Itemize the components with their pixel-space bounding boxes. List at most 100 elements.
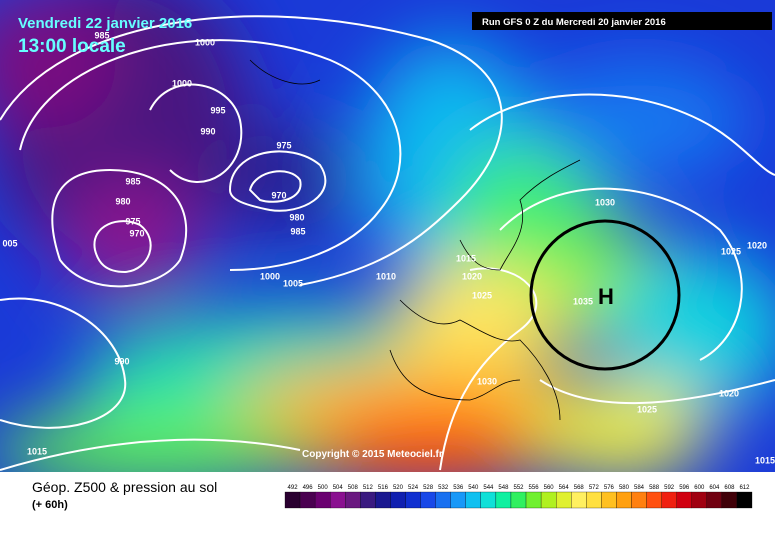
- colorbar-label: 600: [694, 485, 705, 491]
- colorbar-swatch: [420, 491, 436, 509]
- colorbar-swatch: [435, 491, 451, 509]
- colorbar-swatch: [495, 491, 512, 509]
- colorbar-label: 556: [529, 485, 540, 491]
- colorbar-label: 544: [483, 485, 494, 491]
- colorbar-label: 496: [303, 485, 314, 491]
- isobar-label: 005: [2, 238, 17, 248]
- colorbar-label: 540: [468, 485, 479, 491]
- isobar-label: 970: [271, 190, 286, 200]
- footer-title: Géop. Z500 & pression au sol: [32, 479, 217, 495]
- isobar-label: 1030: [595, 197, 615, 207]
- colorbar-swatch: [631, 491, 647, 509]
- isobar-label: 1015: [27, 446, 47, 456]
- colorbar-swatch: [375, 491, 391, 509]
- colorbar-swatch: [736, 491, 753, 509]
- isobar-label: 1020: [747, 240, 767, 250]
- colorbar-label: 592: [664, 485, 675, 491]
- colorbar-swatch: [330, 491, 346, 509]
- colorbar-label: 532: [438, 485, 449, 491]
- isobar-label: 970: [129, 228, 144, 238]
- colorbar-label: 528: [423, 485, 434, 491]
- coastlines: [249, 59, 581, 421]
- isobar-label: 1000: [260, 271, 280, 281]
- colorbar-swatch: [299, 491, 316, 509]
- isobar-label: 975: [125, 216, 140, 226]
- isobar-label: 1015: [456, 253, 476, 263]
- colorbar-swatch: [706, 491, 723, 509]
- colorbar-label: 492: [288, 485, 299, 491]
- colorbar-swatch: [510, 491, 527, 509]
- date-label: Vendredi 22 janvier 2016: [18, 15, 192, 32]
- colorbar-label: 536: [453, 485, 464, 491]
- isobar-label: 985: [94, 30, 109, 40]
- colorbar-swatch: [405, 491, 421, 509]
- colorbar-label: 512: [363, 485, 374, 491]
- isobar-label: 1030: [477, 376, 497, 386]
- isobar-label: 1035: [573, 296, 593, 306]
- colorbar-swatch: [646, 491, 662, 509]
- time-label: 13:00 locale: [18, 36, 126, 57]
- colorbar-swatch: [676, 491, 692, 509]
- colorbar-swatch: [571, 491, 587, 509]
- colorbar-label: 612: [739, 485, 750, 491]
- colorbar-swatch: [314, 491, 331, 509]
- colorbar-swatch: [601, 491, 617, 509]
- colorbar-label: 608: [724, 485, 735, 491]
- isobar-label: 980: [115, 196, 130, 206]
- isobar-label: 1020: [719, 388, 739, 398]
- isobar-label: 1025: [472, 290, 492, 300]
- colorbar-swatch: [616, 491, 632, 509]
- colorbar-label: 576: [604, 485, 615, 491]
- colorbar-label: 500: [318, 485, 329, 491]
- colorbar-label: 580: [619, 485, 630, 491]
- colorbar-swatch: [691, 491, 707, 509]
- run-box: [472, 12, 772, 30]
- map-background: H 985 1000 1000 995 990 975 985 970 980 975 980 970…: [0, 0, 775, 472]
- high-marker: H: [598, 284, 614, 309]
- isobar-label: 990: [200, 126, 215, 136]
- isobar-label: 995: [210, 105, 225, 115]
- isobar-label: 1015: [755, 455, 775, 465]
- colorbar-swatch: [360, 491, 376, 509]
- colorbar-label: 524: [408, 485, 419, 491]
- colorbar-label: 560: [544, 485, 555, 491]
- colorbar-label: 508: [348, 485, 359, 491]
- colorbar-label: 564: [559, 485, 570, 491]
- colorbar-label: 596: [679, 485, 690, 491]
- colorbar-swatch: [345, 491, 361, 509]
- isobar-label: 1005: [283, 278, 303, 288]
- isobar-label: 1000: [172, 78, 192, 88]
- colorbar-label: 516: [378, 485, 389, 491]
- isobar-label: 1025: [721, 246, 741, 256]
- colorbar-swatch: [721, 491, 738, 509]
- colorbar: 492 496 500 504 508 512 516 520 524 528 532 536 540 5…: [284, 485, 753, 509]
- colorbar-label: 504: [333, 485, 344, 491]
- colorbar-swatch: [525, 491, 542, 509]
- colorbar-swatch: [480, 491, 497, 509]
- colorbar-label: 572: [589, 485, 600, 491]
- colorbar-swatch: [556, 491, 572, 509]
- colorbar-label: 588: [649, 485, 660, 491]
- colorbar-swatch: [450, 491, 466, 509]
- colorbar-swatch: [661, 491, 677, 509]
- run-label: Run GFS 0 Z du Mercredi 20 janvier 2016: [482, 17, 666, 28]
- colorbar-swatch: [586, 491, 602, 509]
- colorbar-swatch: [284, 491, 301, 509]
- colorbar-label: 552: [513, 485, 524, 491]
- colorbar-swatch: [390, 491, 406, 509]
- isobar-label: 985: [290, 226, 305, 236]
- isobar-label: 985: [125, 176, 140, 186]
- isobars: [0, 15, 775, 471]
- high-pressure-circle: [529, 219, 681, 371]
- colorbar-label: 520: [393, 485, 404, 491]
- colorbar-label: 548: [498, 485, 509, 491]
- isobar-label: 1000: [195, 37, 215, 47]
- colorbar-label: 568: [574, 485, 585, 491]
- colorbar-label: 604: [709, 485, 720, 491]
- isobar-label: 1025: [637, 404, 657, 414]
- colorbar-label: 584: [634, 485, 645, 491]
- colorbar-swatch: [540, 491, 557, 509]
- isobar-label: 1010: [376, 271, 396, 281]
- copyright: Copyright © 2015 Meteociel.fr: [302, 449, 443, 460]
- colorbar-swatch: [465, 491, 481, 509]
